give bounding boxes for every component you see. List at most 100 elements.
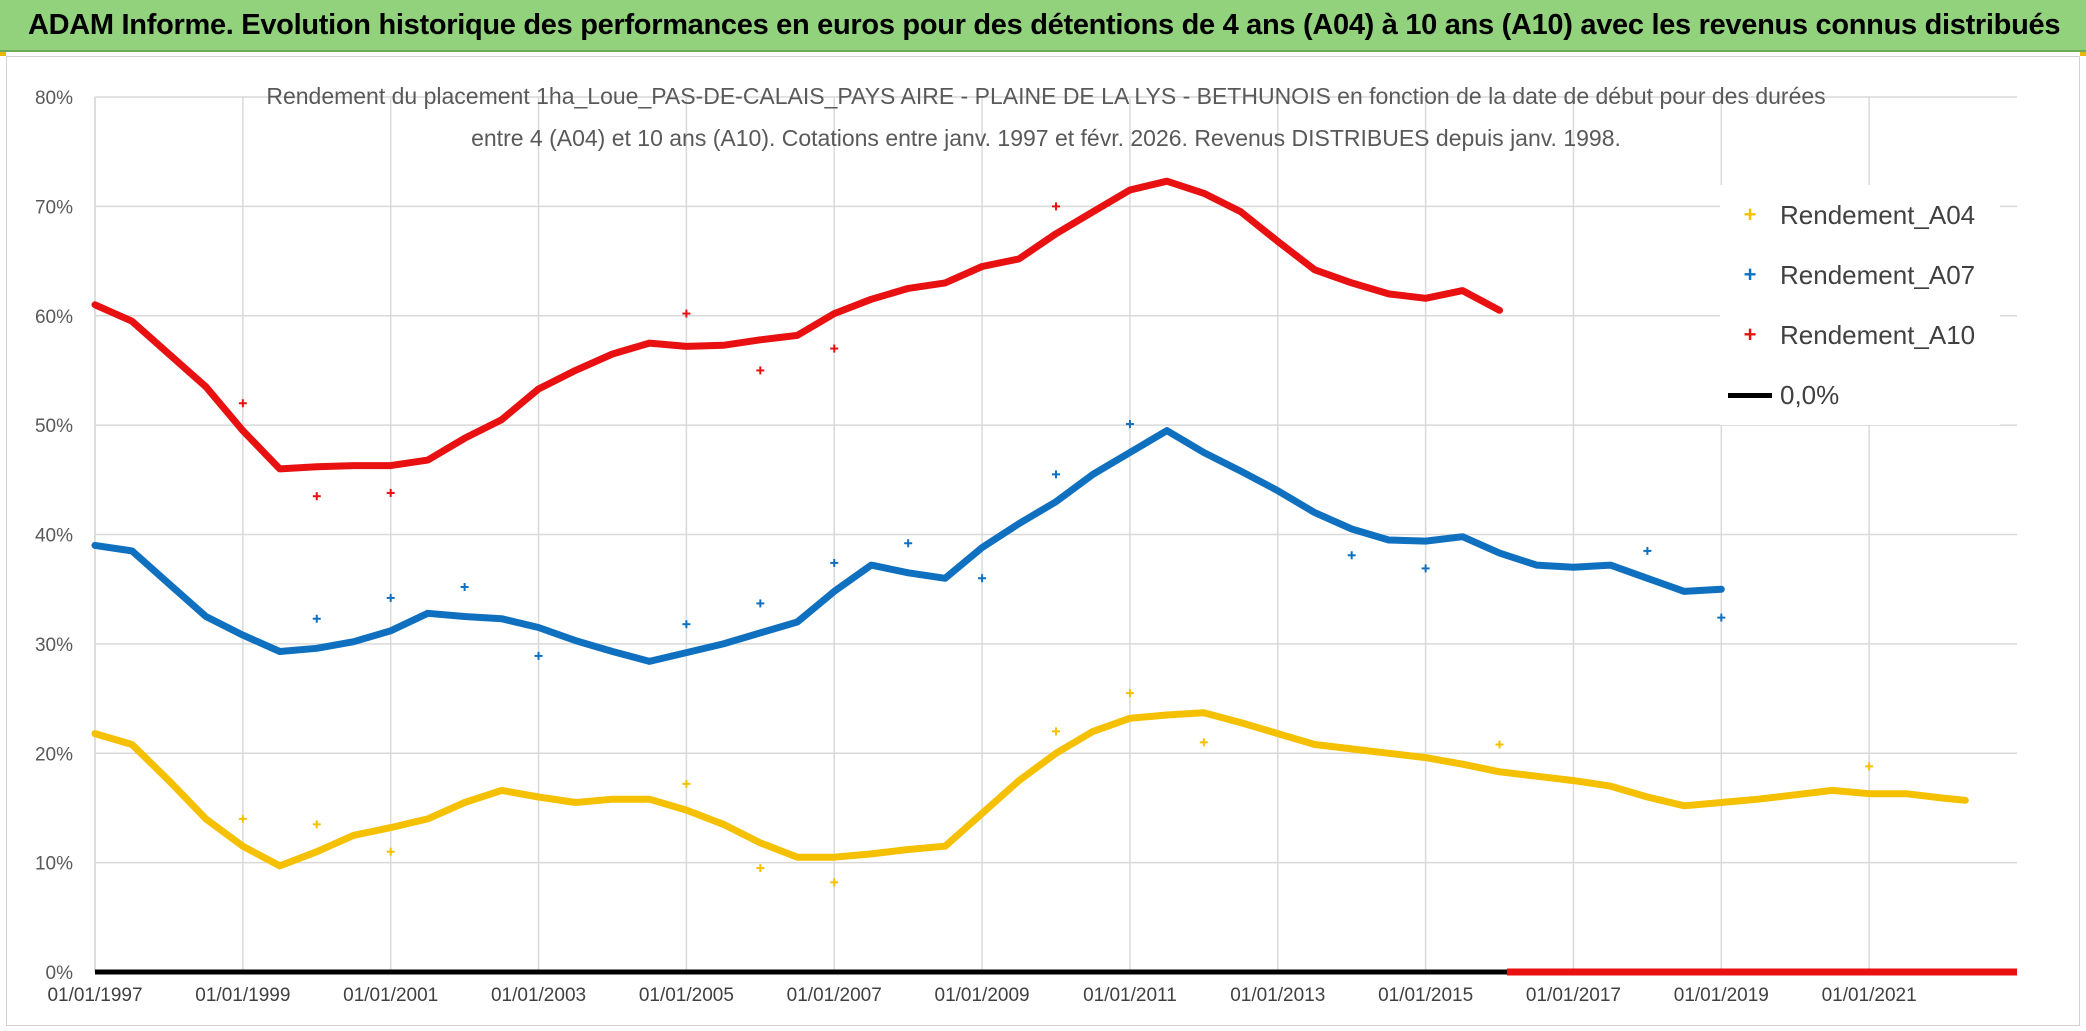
outlier-point [460, 583, 469, 591]
outlier-point [534, 651, 543, 660]
outlier-point [1717, 613, 1726, 622]
data-point [1054, 751, 1058, 755]
data-point [352, 464, 356, 468]
legend-marker-a10: + [1743, 322, 1757, 347]
data-point [537, 625, 541, 629]
x-tick-label: 01/01/2015 [1378, 985, 1473, 1006]
data-point [1054, 500, 1058, 504]
x-tick-label: 01/01/2003 [491, 985, 586, 1006]
x-tick-label: 01/01/2011 [1083, 985, 1177, 1006]
data-point [1719, 587, 1723, 591]
report-banner: ADAM Informe. Evolution historique des p… [0, 0, 2086, 52]
data-point [1091, 729, 1095, 733]
banner-title: ADAM Informe. Evolution historique des p… [28, 8, 2061, 41]
data-point [943, 576, 947, 580]
data-point [1963, 798, 1967, 802]
data-point [241, 429, 245, 433]
outlier-point [1125, 689, 1134, 698]
data-point [795, 620, 799, 624]
data-point [241, 633, 245, 637]
grid-layer [94, 96, 2017, 973]
data-point [1202, 450, 1206, 454]
data-point [832, 855, 836, 859]
data-point [463, 615, 467, 619]
outlier-point [386, 847, 395, 856]
data-point [1017, 779, 1021, 783]
data-point [684, 651, 688, 655]
data-point [537, 795, 541, 799]
data-point [1830, 788, 1834, 792]
legend-item-a10: + Rendement_A10 [1720, 305, 2000, 365]
data-point [130, 549, 134, 553]
outlier-point [1865, 762, 1874, 771]
data-point [167, 779, 171, 783]
x-tick-label: 01/01/2001 [343, 985, 438, 1006]
legend-item-a04: + Rendement_A04 [1720, 185, 2000, 245]
data-point [1498, 308, 1502, 312]
data-point [130, 319, 134, 323]
legend-label-zero: 0,0% [1780, 379, 1840, 410]
data-point [1941, 796, 1945, 800]
data-point [869, 852, 873, 856]
data-point [241, 844, 245, 848]
data-point [1276, 239, 1280, 243]
data-point [93, 303, 97, 307]
y-tick-label: 0% [46, 963, 74, 984]
data-point [832, 589, 836, 593]
series-trace [91, 709, 1969, 870]
outlier-point [238, 814, 247, 823]
data-point [426, 817, 430, 821]
outlier-point [756, 366, 765, 375]
data-point [684, 808, 688, 812]
data-point [1313, 268, 1317, 272]
data-point [1719, 800, 1723, 804]
chart-legend: + Rendement_A04 + Rendement_A07 + Rendem… [1720, 185, 2000, 425]
data-point [1165, 429, 1169, 433]
outlier-point [1125, 420, 1134, 429]
data-point [1091, 472, 1095, 476]
chart-frame [6, 56, 2080, 1026]
data-point [1350, 281, 1354, 285]
data-point [1498, 551, 1502, 555]
data-point [278, 467, 282, 471]
data-point [721, 343, 725, 347]
data-point [315, 646, 319, 650]
data-point [1461, 762, 1465, 766]
outlier-point [682, 309, 691, 318]
data-point [1645, 576, 1649, 580]
data-point [1239, 210, 1243, 214]
data-point [1645, 795, 1649, 799]
data-point [463, 436, 467, 440]
data-point [1387, 538, 1391, 542]
data-point [204, 615, 208, 619]
data-point [647, 659, 651, 663]
data-point [1424, 539, 1428, 543]
data-point [721, 822, 725, 826]
data-point [500, 788, 504, 792]
outlier-point [312, 614, 321, 623]
data-point [1867, 792, 1871, 796]
data-point [1571, 779, 1575, 783]
data-point [389, 629, 393, 633]
data-point [758, 338, 762, 342]
data-point [1313, 743, 1317, 746]
data-point [167, 582, 171, 586]
x-tick-label: 01/01/2013 [1230, 985, 1325, 1006]
y-tick-label: 10% [35, 854, 73, 875]
banner-corner-right [2080, 52, 2086, 56]
outlier-point [238, 399, 247, 408]
data-point [1239, 469, 1243, 473]
data-point [204, 817, 208, 821]
data-point [1054, 232, 1058, 236]
data-point [647, 797, 651, 801]
outlier-point [1421, 564, 1430, 573]
x-tick-label: 01/01/2009 [935, 985, 1030, 1006]
y-tick-label: 60% [35, 307, 73, 328]
data-point [832, 312, 836, 316]
data-point [1165, 179, 1169, 183]
outlier-point [830, 558, 839, 567]
data-point [93, 543, 97, 547]
data-point [1793, 793, 1797, 797]
outlier-point [682, 620, 691, 629]
